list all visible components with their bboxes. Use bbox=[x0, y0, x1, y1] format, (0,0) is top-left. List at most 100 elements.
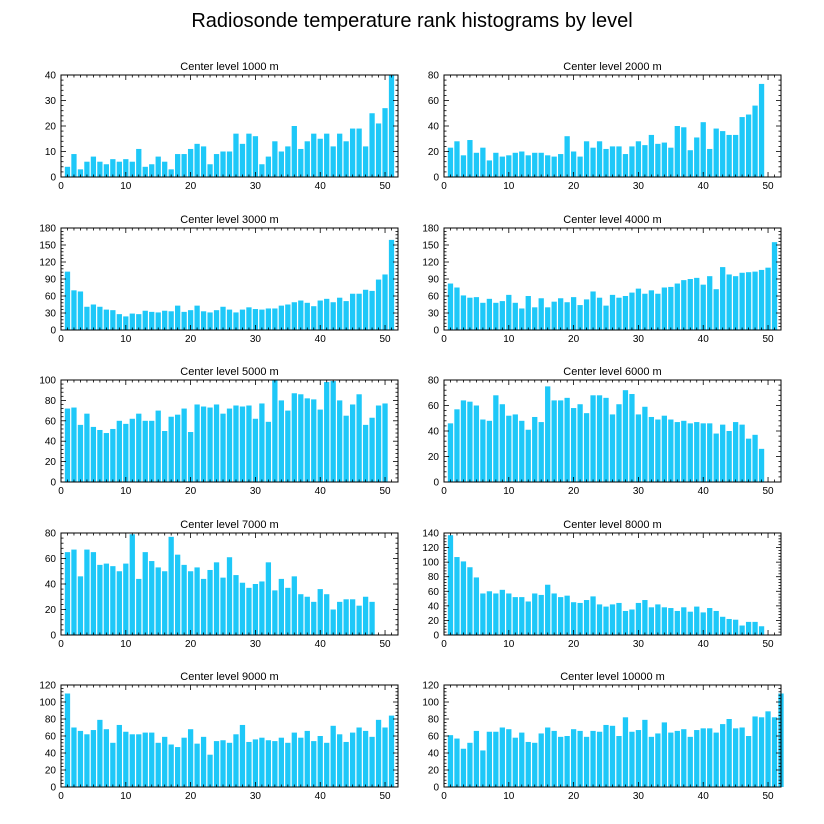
x-tick-label: 50 bbox=[379, 791, 391, 802]
bar bbox=[356, 394, 362, 482]
bar bbox=[707, 423, 713, 482]
bar bbox=[752, 621, 758, 635]
y-tick-label: 60 bbox=[428, 732, 440, 743]
bar bbox=[739, 424, 745, 483]
main-title: Radiosonde temperature rank histograms b… bbox=[191, 10, 633, 32]
bar bbox=[642, 293, 648, 330]
bar bbox=[596, 731, 603, 787]
x-tick-label: 0 bbox=[441, 791, 447, 802]
x-tick-label: 40 bbox=[698, 639, 710, 650]
bar bbox=[304, 141, 310, 177]
bar bbox=[609, 294, 616, 330]
bar bbox=[246, 405, 252, 482]
bar bbox=[596, 604, 603, 635]
bar bbox=[291, 126, 297, 177]
bar bbox=[616, 602, 622, 635]
bar bbox=[103, 729, 109, 787]
x-tick-label: 0 bbox=[441, 334, 447, 345]
y-tick-label: 150 bbox=[39, 241, 56, 252]
bar bbox=[622, 154, 629, 177]
bar bbox=[629, 292, 635, 330]
x-tick-label: 40 bbox=[315, 791, 327, 802]
bar bbox=[142, 552, 148, 636]
bar bbox=[239, 309, 246, 330]
bar bbox=[739, 117, 745, 177]
bar bbox=[460, 295, 467, 330]
bar bbox=[739, 272, 745, 330]
bar bbox=[558, 154, 564, 177]
bar bbox=[349, 404, 356, 482]
bar bbox=[265, 740, 272, 787]
bar bbox=[278, 400, 284, 482]
bar bbox=[356, 605, 362, 635]
bar bbox=[220, 151, 226, 177]
bar bbox=[259, 403, 265, 482]
bar bbox=[668, 732, 674, 787]
bar bbox=[181, 408, 187, 482]
bar bbox=[558, 400, 564, 482]
y-tick-label: 0 bbox=[433, 478, 439, 489]
bar bbox=[622, 610, 629, 635]
bar bbox=[687, 736, 693, 787]
bar bbox=[187, 571, 194, 635]
bar bbox=[272, 590, 278, 636]
bar bbox=[187, 310, 194, 330]
bar bbox=[103, 164, 109, 177]
bar bbox=[246, 587, 252, 635]
bar bbox=[661, 607, 667, 635]
bar bbox=[486, 160, 493, 177]
bar bbox=[175, 554, 181, 635]
x-tick-label: 40 bbox=[315, 334, 327, 345]
bar bbox=[506, 294, 512, 330]
bar bbox=[668, 419, 674, 482]
bar bbox=[330, 725, 336, 787]
bar bbox=[454, 738, 460, 787]
bar bbox=[149, 164, 155, 177]
bar bbox=[642, 719, 648, 787]
y-tick-label: 10 bbox=[45, 147, 57, 158]
bar bbox=[181, 311, 187, 330]
y-tick-label: 20 bbox=[45, 766, 57, 777]
y-tick-label: 180 bbox=[422, 224, 439, 235]
bar bbox=[181, 737, 187, 787]
bar bbox=[732, 728, 739, 787]
bar bbox=[493, 152, 499, 177]
bar bbox=[123, 731, 129, 787]
bar bbox=[207, 312, 213, 330]
x-tick-label: 30 bbox=[633, 486, 645, 497]
bar bbox=[590, 596, 596, 635]
y-tick-label: 80 bbox=[428, 572, 440, 583]
bar bbox=[603, 305, 609, 330]
bar bbox=[545, 155, 551, 177]
chart-panel: Center level 5000 m 0 10 20 30 40 50 0 20 40 60 80 1… bbox=[39, 366, 399, 497]
bar bbox=[337, 133, 343, 177]
bar bbox=[603, 606, 609, 635]
bar bbox=[648, 736, 655, 787]
bar bbox=[168, 416, 174, 482]
y-tick-label: 80 bbox=[45, 396, 57, 407]
bar bbox=[194, 305, 200, 330]
bar bbox=[123, 316, 129, 330]
bar bbox=[239, 582, 246, 635]
bar bbox=[110, 742, 116, 787]
bar bbox=[564, 136, 570, 177]
y-tick-label: 80 bbox=[45, 529, 57, 540]
bar bbox=[629, 146, 635, 177]
bar bbox=[460, 155, 467, 177]
y-tick-label: 0 bbox=[433, 173, 439, 184]
bar bbox=[77, 169, 84, 177]
bar bbox=[285, 742, 291, 787]
bar bbox=[265, 562, 272, 635]
y-tick-label: 90 bbox=[428, 275, 440, 286]
y-tick-label: 30 bbox=[428, 309, 440, 320]
bar bbox=[570, 602, 577, 635]
bar bbox=[590, 395, 596, 482]
bar bbox=[129, 734, 135, 787]
bar bbox=[311, 133, 317, 177]
bar bbox=[480, 750, 486, 787]
bar bbox=[252, 584, 259, 635]
y-tick-label: 40 bbox=[45, 580, 57, 591]
bar bbox=[64, 693, 71, 787]
bar bbox=[700, 612, 706, 635]
x-tick-label: 50 bbox=[762, 639, 774, 650]
